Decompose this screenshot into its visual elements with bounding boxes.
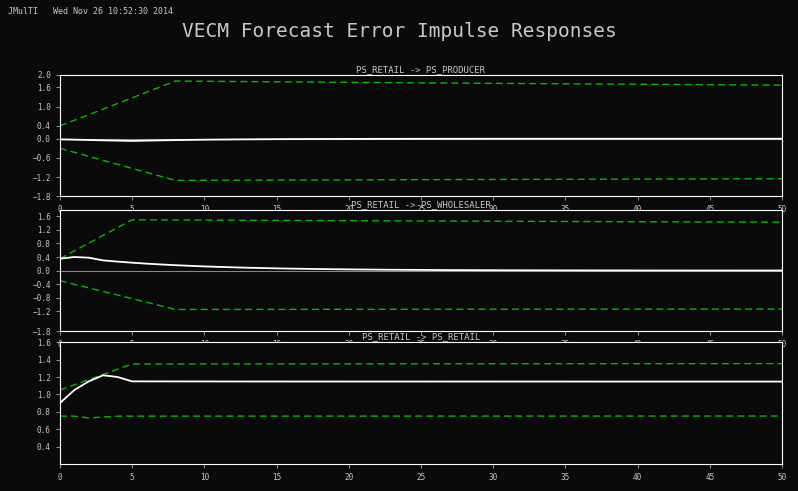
Title: PS_RETAIL -> PS_PRODUCER: PS_RETAIL -> PS_PRODUCER <box>357 65 485 74</box>
Text: VECM Forecast Error Impulse Responses: VECM Forecast Error Impulse Responses <box>182 22 616 41</box>
Title: PS_RETAIL -> PS_RETAIL: PS_RETAIL -> PS_RETAIL <box>361 332 480 341</box>
Text: JMulTI   Wed Nov 26 10:52:30 2014: JMulTI Wed Nov 26 10:52:30 2014 <box>8 7 173 16</box>
Title: PS_RETAIL -> PS_WHOLESALER: PS_RETAIL -> PS_WHOLESALER <box>351 200 491 209</box>
